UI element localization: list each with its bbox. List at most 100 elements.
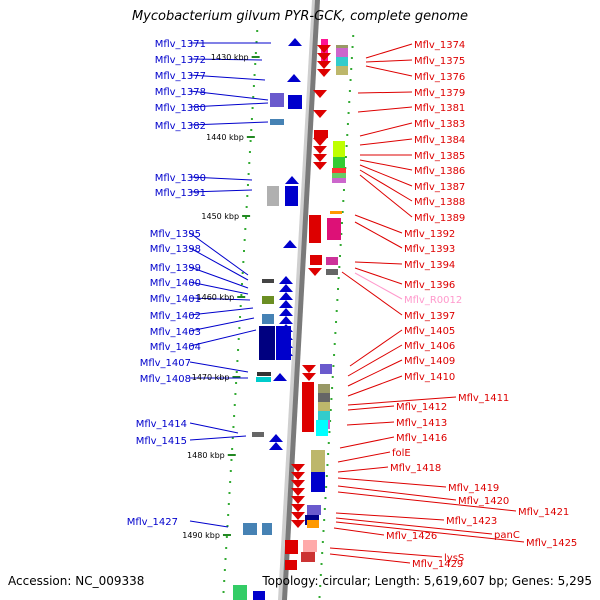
- gene-box: [336, 57, 348, 66]
- track-dot: [227, 503, 230, 505]
- track-dot: [322, 530, 325, 532]
- gene-label[interactable]: Mflv_1395: [150, 229, 201, 240]
- gene-box: [332, 168, 346, 173]
- gene-label[interactable]: Mflv_1421: [518, 507, 569, 518]
- gene-label[interactable]: Mflv_1385: [414, 151, 465, 162]
- gene-label[interactable]: Mflv_1403: [150, 327, 201, 338]
- gene-arrow: [269, 434, 283, 442]
- gene-label[interactable]: Mflv_1411: [458, 393, 509, 404]
- track-dot: [238, 327, 241, 329]
- gene-label[interactable]: Mflv_1386: [414, 166, 465, 177]
- gene-label[interactable]: Mflv_1397: [404, 311, 455, 322]
- gene-arrow: [302, 373, 316, 381]
- gene-label[interactable]: Mflv_1378: [155, 87, 206, 98]
- gene-arrow: [291, 464, 305, 472]
- gene-label[interactable]: lysS: [444, 553, 464, 564]
- gene-label[interactable]: Mflv_1423: [446, 516, 497, 527]
- ruler-label: 1480 kbp: [187, 451, 225, 460]
- gene-label[interactable]: Mflv_1376: [414, 72, 465, 83]
- gene-label[interactable]: Mflv_1401: [150, 294, 201, 305]
- gene-label[interactable]: Mflv_1393: [404, 244, 455, 255]
- gene-arrow: [313, 110, 327, 118]
- gene-label[interactable]: Mflv_1381: [414, 103, 465, 114]
- gene-label[interactable]: Mflv_1410: [404, 372, 455, 383]
- gene-label[interactable]: Mflv_1387: [414, 182, 465, 193]
- track-dot: [340, 233, 343, 235]
- gene-label[interactable]: Mflv_1375: [414, 56, 465, 67]
- gene-label[interactable]: Mflv_1388: [414, 197, 465, 208]
- gene-label[interactable]: Mflv_1377: [155, 71, 206, 82]
- gene-label[interactable]: Mflv_1390: [155, 173, 206, 184]
- track-dot: [225, 536, 228, 538]
- gene-label[interactable]: Mflv_1402: [150, 311, 201, 322]
- gene-box: [318, 393, 330, 402]
- gene-label[interactable]: Mflv_1396: [404, 280, 455, 291]
- gene-label[interactable]: Mflv_1372: [155, 55, 206, 66]
- gene-label[interactable]: Mflv_1404: [150, 342, 201, 353]
- gene-label[interactable]: Mflv_1429: [412, 559, 463, 570]
- gene-arrow: [291, 512, 305, 520]
- gene-label[interactable]: Mflv_1374: [414, 40, 465, 51]
- gene-box: [257, 372, 271, 376]
- gene-box: [333, 141, 345, 157]
- gene-label[interactable]: Mflv_1426: [386, 531, 437, 542]
- gene-label[interactable]: Mflv_1405: [404, 326, 455, 337]
- track-dot: [223, 580, 226, 582]
- gene-box: [318, 384, 330, 393]
- gene-label[interactable]: Mflv_1400: [150, 278, 201, 289]
- gene-arrow: [279, 276, 293, 284]
- label-line: [341, 271, 403, 316]
- gene-label[interactable]: Mflv_1409: [404, 356, 455, 367]
- label-line: [347, 396, 457, 406]
- gene-arrow: [313, 146, 327, 154]
- label-line: [354, 272, 403, 300]
- gene-label[interactable]: Mflv_1415: [136, 436, 187, 447]
- gene-label[interactable]: Mflv_1419: [448, 483, 499, 494]
- gene-label[interactable]: Mflv_R0012: [404, 295, 462, 306]
- label-line: [189, 102, 269, 108]
- gene-label[interactable]: Mflv_1425: [526, 538, 577, 549]
- gene-label[interactable]: Mflv_1394: [404, 260, 455, 271]
- label-line: [189, 266, 249, 289]
- track-dot: [331, 387, 334, 389]
- gene-label[interactable]: Mflv_1412: [396, 402, 447, 413]
- label-line: [346, 421, 395, 426]
- gene-label[interactable]: Mflv_1389: [414, 213, 465, 224]
- track-dot: [233, 415, 236, 417]
- label-line: [189, 329, 257, 347]
- gene-label[interactable]: Mflv_1379: [414, 88, 465, 99]
- gene-label[interactable]: Mflv_1418: [390, 463, 441, 474]
- gene-label[interactable]: Mflv_1371: [155, 39, 206, 50]
- track-dot: [338, 266, 341, 268]
- gene-label[interactable]: Mflv_1408: [140, 374, 191, 385]
- gene-box: [303, 540, 317, 552]
- gene-box: [253, 591, 265, 600]
- gene-label[interactable]: panC: [494, 530, 520, 541]
- track-dot: [349, 79, 352, 81]
- track-dot: [329, 409, 332, 411]
- track-dot: [241, 283, 244, 285]
- gene-label[interactable]: Mflv_1399: [150, 263, 201, 274]
- gene-label[interactable]: Mflv_1380: [155, 103, 206, 114]
- track-dot: [331, 376, 334, 378]
- gene-box: [262, 523, 272, 535]
- track-dot: [231, 437, 234, 439]
- gene-label[interactable]: Mflv_1383: [414, 119, 465, 130]
- gene-label[interactable]: Mflv_1384: [414, 135, 465, 146]
- gene-label[interactable]: Mflv_1392: [404, 229, 455, 240]
- gene-label[interactable]: Mflv_1398: [150, 244, 201, 255]
- gene-box: [307, 520, 319, 528]
- gene-label[interactable]: Mflv_1407: [140, 358, 191, 369]
- gene-label[interactable]: Mflv_1406: [404, 341, 455, 352]
- gene-label[interactable]: Mflv_1382: [155, 121, 206, 132]
- gene-label[interactable]: folE: [392, 448, 411, 459]
- gene-label[interactable]: Mflv_1420: [458, 496, 509, 507]
- gene-label[interactable]: Mflv_1413: [396, 418, 447, 429]
- track-dot: [348, 101, 351, 103]
- gene-label[interactable]: Mflv_1416: [396, 433, 447, 444]
- gene-label[interactable]: Mflv_1427: [127, 517, 178, 528]
- gene-label[interactable]: Mflv_1414: [136, 419, 187, 430]
- track-dot: [235, 382, 238, 384]
- label-line: [189, 58, 263, 61]
- gene-label[interactable]: Mflv_1391: [155, 188, 206, 199]
